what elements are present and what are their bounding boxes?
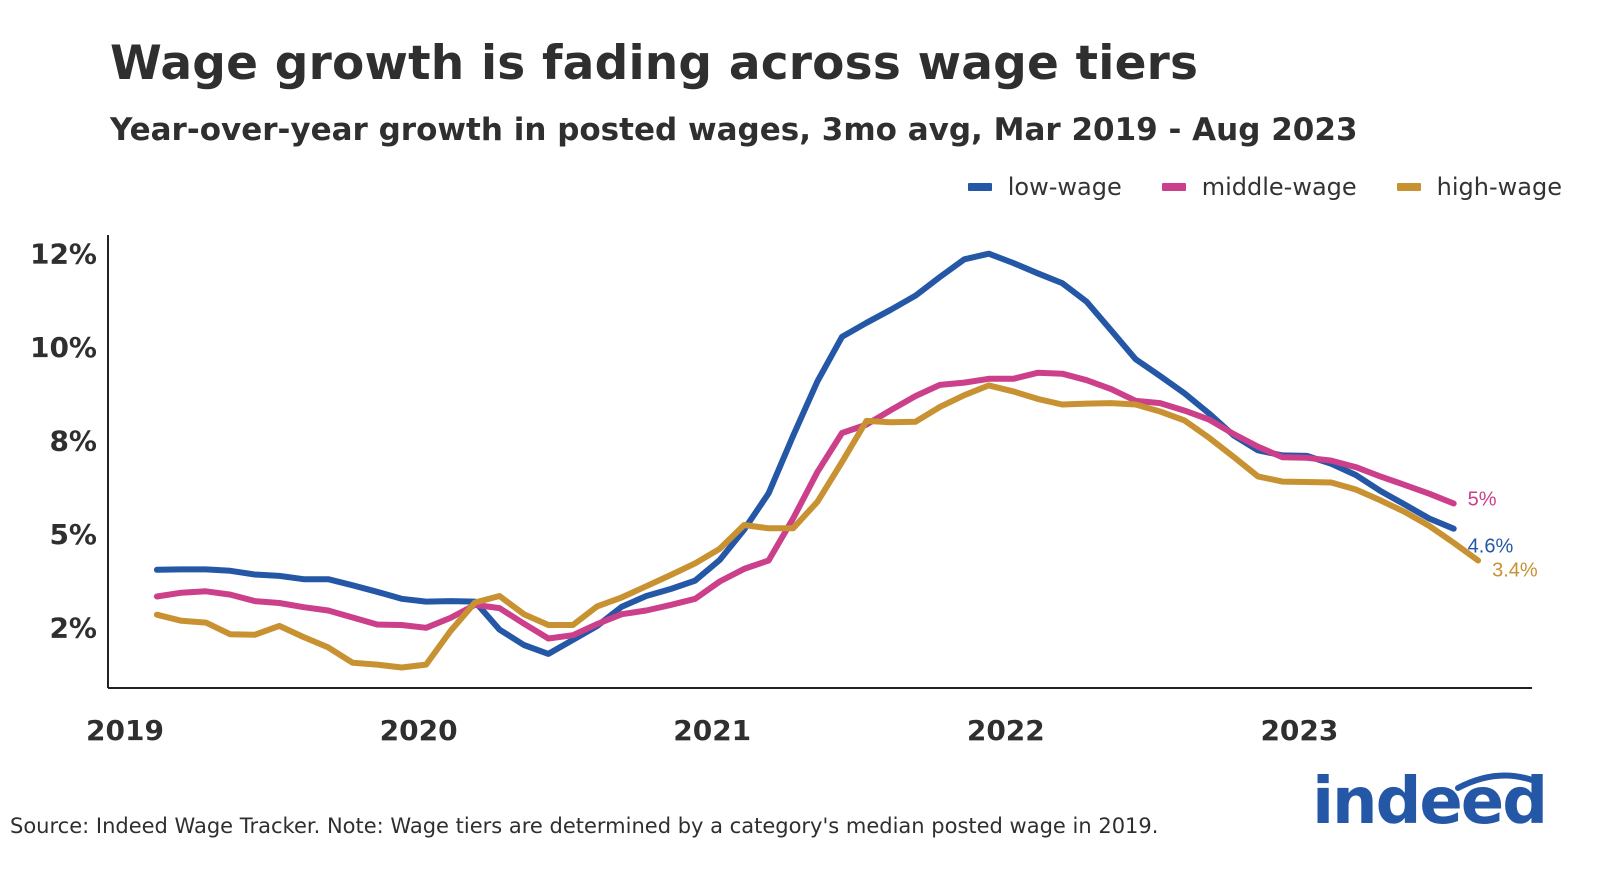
end-label-high-wage: 3.4% — [1492, 560, 1538, 582]
legend-label-low-wage: low-wage — [1007, 173, 1122, 201]
series-line-low-wage — [153, 250, 1457, 657]
x-tick-label: 2023 — [1260, 714, 1338, 747]
y-tick-label: 10% — [30, 331, 97, 364]
x-tick-label: 2020 — [380, 714, 458, 747]
end-label-low-wage: 4.6% — [1468, 536, 1514, 558]
logo-wordmark: indeed — [1312, 765, 1548, 839]
end-label-middle-wage: 5% — [1468, 489, 1497, 511]
legend-swatch-high-wage — [1396, 183, 1421, 191]
indeed-logo: indeed — [1312, 766, 1548, 846]
y-tick-label: 12% — [30, 238, 97, 271]
y-tick-label: 8% — [49, 424, 97, 457]
y-tick-label: 2% — [49, 611, 97, 644]
chart-title: Wage growth is fading across wage tiers — [110, 36, 1199, 91]
legend-label-middle-wage: middle-wage — [1201, 173, 1357, 201]
series-line-high-wage — [153, 382, 1482, 671]
x-tick-label: 2021 — [673, 714, 751, 747]
logo-arc-icon — [1455, 772, 1535, 791]
legend-swatch-low-wage — [967, 183, 992, 191]
chart-subtitle: Year-over-year growth in posted wages, 3… — [110, 112, 1358, 148]
x-tick-label: 2019 — [86, 714, 164, 747]
legend-item-low-wage: low-wage — [967, 173, 1122, 201]
series-line-middle-wage — [153, 369, 1457, 642]
legend-item-high-wage: high-wage — [1396, 173, 1562, 201]
source-note: Source: Indeed Wage Tracker. Note: Wage … — [10, 814, 1159, 838]
legend-label-high-wage: high-wage — [1436, 173, 1562, 201]
x-tick-label: 2022 — [967, 714, 1045, 747]
y-tick-label: 5% — [49, 518, 97, 551]
legend: low-wage middle-wage high-wage — [928, 173, 1562, 201]
legend-item-middle-wage: middle-wage — [1161, 173, 1357, 201]
legend-swatch-middle-wage — [1161, 183, 1186, 191]
